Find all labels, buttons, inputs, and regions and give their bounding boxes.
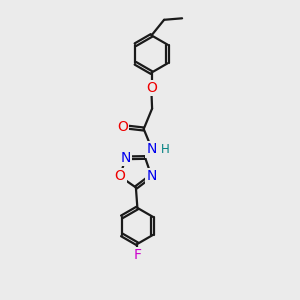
Text: H: H [161, 143, 170, 156]
Text: O: O [146, 81, 157, 95]
Text: O: O [115, 169, 125, 183]
Text: O: O [117, 120, 128, 134]
Text: F: F [134, 248, 141, 262]
Text: N: N [146, 142, 157, 156]
Text: N: N [121, 151, 131, 165]
Text: N: N [146, 169, 157, 183]
